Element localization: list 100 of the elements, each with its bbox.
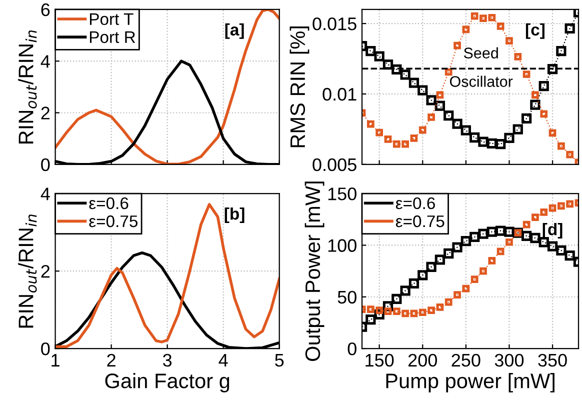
point: [418, 270, 428, 280]
point: [504, 132, 514, 143]
point: [376, 306, 384, 314]
x-tick-label: 300: [494, 354, 524, 367]
point: [480, 267, 487, 275]
legend-label: ε=0.6: [396, 197, 435, 210]
point: [392, 308, 400, 316]
y-tick-label: 0.005: [312, 158, 356, 172]
y-tick-label: 4: [40, 55, 50, 68]
point: [418, 126, 426, 134]
point: [514, 52, 522, 60]
y-tick-label: 150: [328, 188, 356, 200]
point: [470, 232, 480, 242]
point: [488, 257, 496, 264]
point: [540, 208, 548, 216]
y-tick-label: 4: [40, 188, 50, 200]
point: [496, 22, 504, 30]
y-axis-title: RIN$_{out}$/RIN$_{in}$: [18, 214, 37, 328]
point: [376, 128, 384, 136]
point: [470, 12, 478, 20]
point: [504, 226, 514, 237]
point: [556, 46, 566, 56]
y-axis-title: RIN$_{out}$/RIN$_{in}$: [18, 30, 37, 144]
point: [400, 70, 410, 80]
legend-label: Port R: [90, 31, 136, 44]
point: [564, 250, 575, 261]
point: [522, 220, 530, 228]
point: [480, 14, 487, 22]
point: [547, 241, 558, 252]
point: [384, 136, 392, 143]
point: [506, 37, 513, 45]
point: [402, 310, 409, 318]
y-tick-label: 0.015: [312, 17, 356, 30]
point: [556, 245, 566, 256]
point: [462, 26, 470, 34]
point: [400, 286, 410, 296]
point: [532, 214, 539, 222]
point: [460, 125, 471, 136]
point: [478, 228, 488, 239]
x-tick-label: 4: [218, 354, 228, 366]
annotation: [c]: [526, 23, 544, 39]
x-tick-label: 3: [162, 354, 172, 367]
point: [366, 120, 374, 128]
point: [470, 132, 480, 143]
point: [522, 70, 530, 78]
x-tick-label: 200: [408, 354, 437, 367]
point: [521, 230, 532, 242]
legend-label: ε=0.75: [396, 215, 444, 228]
point: [512, 124, 523, 134]
point: [392, 294, 402, 304]
point: [495, 139, 506, 150]
y-tick-label: 100: [328, 239, 356, 252]
point: [410, 310, 418, 318]
point: [496, 248, 504, 256]
point: [566, 150, 574, 158]
x-tick-label: 2: [107, 354, 116, 366]
x-axis-title: Pump power [mW]: [386, 373, 554, 392]
point: [521, 113, 532, 124]
point: [444, 298, 452, 306]
y-tick-label: 0: [41, 342, 50, 356]
point: [408, 78, 420, 88]
point: [426, 262, 436, 272]
point: [462, 284, 470, 292]
y-tick-label: 50: [338, 290, 356, 304]
point: [470, 276, 478, 283]
point: [495, 226, 506, 236]
point: [366, 314, 376, 325]
x-tick-label: 5: [275, 354, 284, 367]
point: [540, 110, 548, 118]
y-tick-label: 2: [41, 264, 50, 278]
annotation: [a]: [225, 23, 244, 39]
point: [478, 136, 488, 147]
y-tick-label: 2: [41, 106, 50, 120]
point: [444, 110, 454, 121]
y-axis-title: RMS RIN [%]: [290, 26, 310, 148]
legend-label: ε=0.6: [89, 197, 128, 210]
point: [384, 308, 392, 316]
point: [538, 81, 549, 92]
point: [566, 200, 574, 208]
point: [452, 242, 462, 252]
point: [548, 204, 556, 212]
y-tick-label: 0: [348, 342, 356, 356]
point: [460, 236, 471, 246]
x-tick-label: 1: [52, 354, 60, 366]
legend-label: Port T: [90, 13, 134, 26]
point: [547, 64, 558, 74]
point: [428, 114, 435, 121]
point: [426, 95, 436, 106]
point: [392, 64, 402, 75]
point: [434, 254, 446, 265]
y-tick-label: 0.01: [322, 88, 356, 101]
point: [530, 100, 540, 110]
point: [366, 306, 374, 313]
point: [444, 68, 452, 76]
point: [532, 91, 539, 99]
point: [434, 100, 446, 111]
point: [366, 46, 376, 56]
point: [454, 291, 461, 298]
y-tick-label: 6: [41, 3, 50, 16]
point: [408, 278, 420, 289]
